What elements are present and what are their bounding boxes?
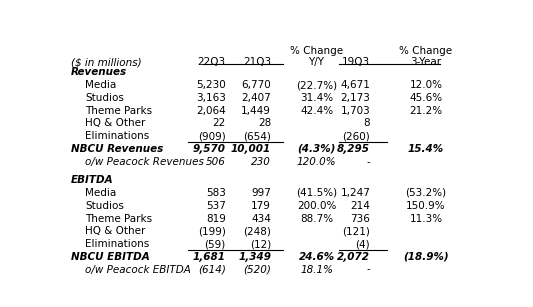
Text: 179: 179 bbox=[251, 201, 271, 211]
Text: (22.7%): (22.7%) bbox=[296, 80, 337, 90]
Text: 1,349: 1,349 bbox=[238, 252, 271, 262]
Text: Studios: Studios bbox=[85, 93, 124, 103]
Text: NBCU Revenues: NBCU Revenues bbox=[71, 144, 163, 154]
Text: (12): (12) bbox=[250, 239, 271, 249]
Text: HQ & Other: HQ & Other bbox=[85, 226, 146, 236]
Text: 2,407: 2,407 bbox=[241, 93, 271, 103]
Text: 21Q3: 21Q3 bbox=[243, 57, 271, 67]
Text: Eliminations: Eliminations bbox=[85, 239, 149, 249]
Text: 31.4%: 31.4% bbox=[300, 93, 333, 103]
Text: 15.4%: 15.4% bbox=[408, 144, 444, 154]
Text: 120.0%: 120.0% bbox=[297, 157, 336, 167]
Text: 3,163: 3,163 bbox=[196, 93, 225, 103]
Text: 8: 8 bbox=[364, 119, 370, 128]
Text: 2,064: 2,064 bbox=[196, 106, 225, 116]
Text: 2,072: 2,072 bbox=[337, 252, 370, 262]
Text: 434: 434 bbox=[251, 213, 271, 223]
Text: -: - bbox=[367, 157, 370, 167]
Text: (520): (520) bbox=[243, 265, 271, 274]
Text: 24.6%: 24.6% bbox=[298, 252, 335, 262]
Text: (121): (121) bbox=[342, 226, 370, 236]
Text: 22Q3: 22Q3 bbox=[198, 57, 225, 67]
Text: Eliminations: Eliminations bbox=[85, 131, 149, 141]
Text: 42.4%: 42.4% bbox=[300, 106, 333, 116]
Text: (199): (199) bbox=[198, 226, 225, 236]
Text: 200.0%: 200.0% bbox=[297, 201, 336, 211]
Text: HQ & Other: HQ & Other bbox=[85, 119, 146, 128]
Text: 11.3%: 11.3% bbox=[409, 213, 442, 223]
Text: 5,230: 5,230 bbox=[196, 80, 225, 90]
Text: 10,001: 10,001 bbox=[231, 144, 271, 154]
Text: 537: 537 bbox=[206, 201, 225, 211]
Text: Theme Parks: Theme Parks bbox=[85, 106, 152, 116]
Text: 506: 506 bbox=[206, 157, 225, 167]
Text: (260): (260) bbox=[343, 131, 370, 141]
Text: 28: 28 bbox=[258, 119, 271, 128]
Text: 997: 997 bbox=[251, 188, 271, 198]
Text: 88.7%: 88.7% bbox=[300, 213, 333, 223]
Text: 9,570: 9,570 bbox=[192, 144, 225, 154]
Text: 1,247: 1,247 bbox=[341, 188, 370, 198]
Text: Studios: Studios bbox=[85, 201, 124, 211]
Text: (59): (59) bbox=[205, 239, 225, 249]
Text: NBCU EBITDA: NBCU EBITDA bbox=[71, 252, 149, 262]
Text: 22: 22 bbox=[213, 119, 225, 128]
Text: 230: 230 bbox=[251, 157, 271, 167]
Text: 4,671: 4,671 bbox=[341, 80, 370, 90]
Text: o/w Peacock EBITDA: o/w Peacock EBITDA bbox=[85, 265, 191, 274]
Text: % Change: % Change bbox=[399, 46, 453, 56]
Text: (248): (248) bbox=[243, 226, 271, 236]
Text: (4.3%): (4.3%) bbox=[297, 144, 336, 154]
Text: (654): (654) bbox=[243, 131, 271, 141]
Text: 150.9%: 150.9% bbox=[406, 201, 446, 211]
Text: 1,681: 1,681 bbox=[192, 252, 225, 262]
Text: 2,173: 2,173 bbox=[341, 93, 370, 103]
Text: Media: Media bbox=[85, 188, 117, 198]
Text: 214: 214 bbox=[350, 201, 370, 211]
Text: Theme Parks: Theme Parks bbox=[85, 213, 152, 223]
Text: 6,770: 6,770 bbox=[241, 80, 271, 90]
Text: 12.0%: 12.0% bbox=[409, 80, 442, 90]
Text: -: - bbox=[367, 265, 370, 274]
Text: 1,449: 1,449 bbox=[241, 106, 271, 116]
Text: (18.9%): (18.9%) bbox=[403, 252, 449, 262]
Text: 819: 819 bbox=[206, 213, 225, 223]
Text: (41.5%): (41.5%) bbox=[296, 188, 337, 198]
Text: (909): (909) bbox=[198, 131, 225, 141]
Text: 8,295: 8,295 bbox=[337, 144, 370, 154]
Text: Media: Media bbox=[85, 80, 117, 90]
Text: o/w Peacock Revenues: o/w Peacock Revenues bbox=[85, 157, 204, 167]
Text: (53.2%): (53.2%) bbox=[406, 188, 447, 198]
Text: 583: 583 bbox=[206, 188, 225, 198]
Text: ($ in millions): ($ in millions) bbox=[71, 57, 141, 67]
Text: 18.1%: 18.1% bbox=[300, 265, 333, 274]
Text: (614): (614) bbox=[198, 265, 225, 274]
Text: 736: 736 bbox=[350, 213, 370, 223]
Text: 1,703: 1,703 bbox=[341, 106, 370, 116]
Text: 19Q3: 19Q3 bbox=[342, 57, 370, 67]
Text: 3-Year: 3-Year bbox=[410, 57, 441, 67]
Text: Revenues: Revenues bbox=[71, 67, 127, 77]
Text: Y/Y: Y/Y bbox=[309, 57, 325, 67]
Text: EBITDA: EBITDA bbox=[71, 175, 114, 185]
Text: % Change: % Change bbox=[290, 46, 343, 56]
Text: 21.2%: 21.2% bbox=[409, 106, 442, 116]
Text: (4): (4) bbox=[356, 239, 370, 249]
Text: 45.6%: 45.6% bbox=[409, 93, 442, 103]
